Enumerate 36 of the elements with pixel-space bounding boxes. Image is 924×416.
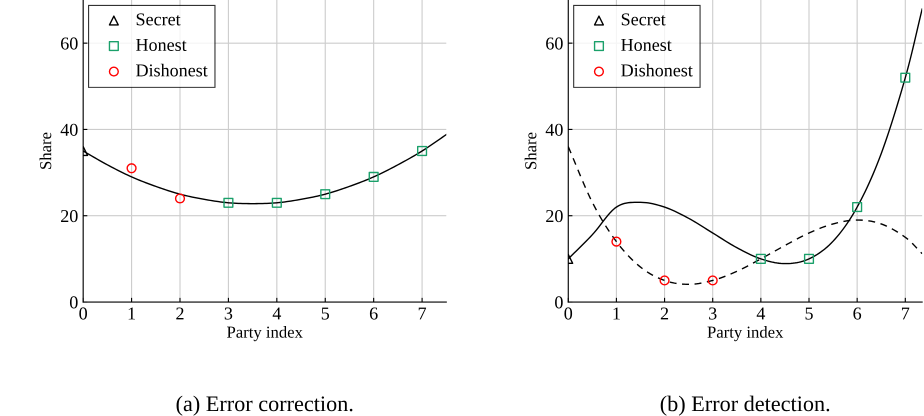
y-tick-label: 60	[61, 37, 78, 50]
x-tick-label: 3	[709, 307, 717, 320]
legend-label: Dishonest	[136, 64, 208, 76]
x-tick-label: 5	[322, 308, 330, 320]
y-tick-label: 40	[546, 124, 563, 136]
y-tick-label: 20	[61, 210, 78, 222]
x-tick-label: 6	[370, 307, 378, 320]
x-tick-label: 4	[756, 308, 766, 320]
x-tick-label: 4	[272, 308, 282, 320]
x-tick-label: 7	[902, 308, 910, 320]
y-axis-title: Share	[40, 132, 52, 169]
x-axis-title: Party index	[227, 326, 303, 342]
x-axis-title: Party index	[708, 326, 784, 342]
x-tick-label: 2	[176, 307, 184, 320]
x-tick-label: 0	[564, 307, 572, 320]
x-tick-label: 3	[224, 307, 232, 320]
y-tick-label: 0	[555, 296, 563, 308]
legend-label: Honest	[621, 38, 672, 51]
x-tick-label: 6	[853, 307, 862, 320]
legend-label: Honest	[136, 38, 187, 51]
x-tick-label: 0	[79, 307, 87, 320]
y-axis-title: Share	[524, 132, 536, 169]
legend-label: Secret	[622, 13, 666, 26]
legend-label: Secret	[136, 13, 181, 26]
y-tick-label: 60	[546, 37, 563, 50]
y-tick-label: 20	[546, 210, 563, 222]
x-tick-label: 2	[660, 307, 668, 320]
y-tick-label: 0	[70, 296, 78, 308]
x-tick-label: 1	[613, 307, 620, 320]
y-tick-label: 40	[60, 124, 78, 136]
text: (a) Error correction.	[176, 396, 352, 416]
x-tick-label: 7	[418, 308, 426, 320]
legend-label: Dishonest	[621, 64, 693, 76]
x-tick-label: 5	[806, 308, 813, 320]
text: (b) Error detection.	[660, 396, 830, 416]
x-tick-label: 1	[128, 307, 136, 320]
